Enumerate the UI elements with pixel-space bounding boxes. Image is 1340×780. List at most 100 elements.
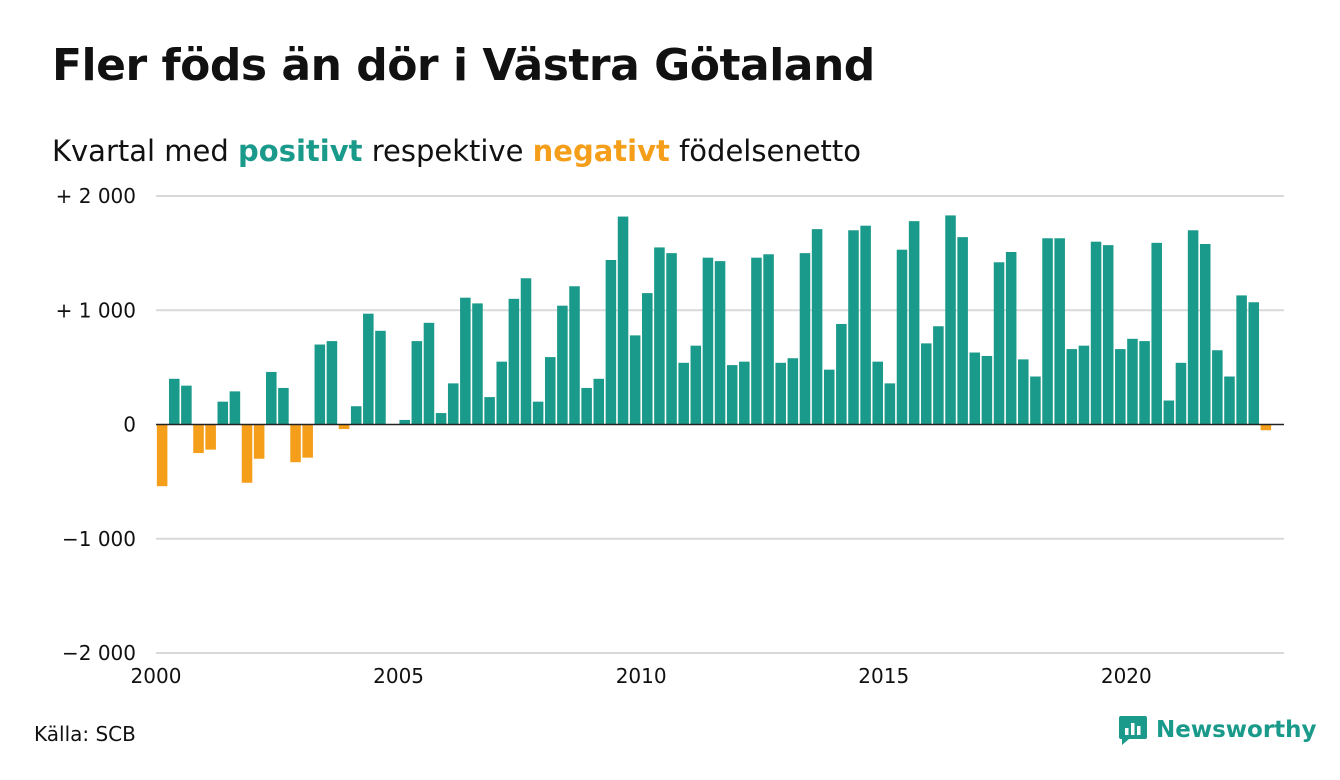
x-tick-label: 2000 xyxy=(131,664,182,688)
bar-positive xyxy=(1102,245,1114,425)
bar-positive xyxy=(811,229,823,425)
bar-positive xyxy=(969,352,981,425)
bar-positive xyxy=(569,286,580,425)
bar-positive xyxy=(1127,338,1138,425)
bar-positive xyxy=(581,387,592,425)
bar-positive xyxy=(1236,295,1247,425)
bar-positive xyxy=(484,397,495,425)
newsworthy-logo: Newsworthy xyxy=(1118,714,1317,746)
bar-positive xyxy=(1066,349,1078,425)
bar-positive xyxy=(1224,376,1235,425)
bar-positive xyxy=(690,345,702,425)
bar-positive xyxy=(945,215,956,425)
bar-positive xyxy=(933,326,944,425)
bar-positive xyxy=(411,341,423,425)
bar-positive xyxy=(1005,251,1017,425)
bar-positive xyxy=(1175,362,1187,425)
bar-positive xyxy=(775,362,786,425)
bar-positive xyxy=(217,401,229,425)
bar-positive xyxy=(726,365,738,425)
bar-positive xyxy=(520,278,532,425)
bar-positive xyxy=(423,322,435,425)
subtitle-positive-word: positivt xyxy=(238,134,363,168)
bar-positive xyxy=(884,383,896,425)
bar-positive xyxy=(1030,376,1041,425)
bar-positive xyxy=(435,413,447,425)
newsworthy-logo-icon xyxy=(1119,716,1147,745)
bar-positive xyxy=(751,257,762,425)
bar-positive xyxy=(496,361,508,425)
bar-positive xyxy=(593,378,605,425)
bar-positive xyxy=(278,387,289,425)
bar-positive xyxy=(739,361,750,425)
bar-positive xyxy=(447,383,459,425)
bar-positive xyxy=(1199,243,1211,425)
y-tick-label: −2 000 xyxy=(62,641,136,665)
bar-positive xyxy=(1115,349,1126,425)
bar-positive xyxy=(326,341,338,425)
bar-positive xyxy=(666,253,677,425)
bar-positive xyxy=(629,335,641,425)
bar-positive xyxy=(836,323,847,425)
bar-positive xyxy=(848,230,859,425)
bar-negative xyxy=(253,424,265,459)
bar-positive xyxy=(363,313,374,425)
bar-positive xyxy=(266,371,277,425)
bars xyxy=(156,215,1272,487)
bar-negative xyxy=(241,424,253,483)
bar-positive xyxy=(678,362,689,425)
bar-positive xyxy=(872,361,884,425)
bar-positive xyxy=(957,237,968,425)
bar-positive xyxy=(472,303,483,425)
y-tick-label: + 1 000 xyxy=(56,298,136,322)
bar-negative xyxy=(302,424,313,458)
bar-positive xyxy=(642,293,653,425)
bar-positive xyxy=(1151,242,1162,425)
bar-positive xyxy=(557,305,568,425)
chart-title: Fler föds än dör i Västra Götaland xyxy=(52,40,875,91)
bar-positive xyxy=(1187,230,1199,425)
bar-negative xyxy=(205,424,216,450)
bar-positive xyxy=(896,249,908,425)
bar-positive xyxy=(508,298,520,425)
bar-positive xyxy=(605,259,617,425)
bar-positive xyxy=(1139,341,1150,425)
bar-positive xyxy=(702,257,714,425)
bar-positive xyxy=(993,262,1005,425)
subtitle-middle: respektive xyxy=(371,134,524,168)
bar-positive xyxy=(654,247,665,425)
bar-positive xyxy=(1042,238,1053,425)
bar-positive xyxy=(1090,241,1102,425)
bar-positive xyxy=(1163,400,1175,425)
chart-subtitle: Kvartal med positivt respektive negativt… xyxy=(52,134,861,168)
bar-positive xyxy=(920,343,932,425)
bar-positive xyxy=(460,297,471,425)
y-tick-label: + 2 000 xyxy=(56,184,136,208)
bar-positive xyxy=(375,330,386,425)
bar-positive xyxy=(1248,302,1260,425)
bar-positive xyxy=(908,221,920,425)
bar-positive xyxy=(763,254,774,425)
subtitle-suffix: födelsenetto xyxy=(679,134,861,168)
bar-positive xyxy=(168,378,180,425)
y-tick-label: 0 xyxy=(123,413,136,437)
source-label: Källa: SCB xyxy=(34,722,136,746)
bar-negative xyxy=(338,424,350,430)
bar-positive xyxy=(544,357,556,425)
bar-positive xyxy=(532,401,544,425)
bar-negative xyxy=(193,424,204,454)
bar-negative xyxy=(156,424,168,487)
bar-positive xyxy=(1078,345,1090,425)
x-tick-label: 2005 xyxy=(373,664,424,688)
subtitle-prefix: Kvartal med xyxy=(52,134,229,168)
bar-positive xyxy=(617,216,629,425)
bar-positive xyxy=(714,261,726,425)
bar-positive xyxy=(314,344,326,425)
bar-positive xyxy=(1212,350,1223,425)
x-tick-label: 2020 xyxy=(1101,664,1152,688)
bar-positive xyxy=(399,419,410,425)
y-tick-label: −1 000 xyxy=(62,527,136,551)
bar-negative xyxy=(1260,424,1272,431)
